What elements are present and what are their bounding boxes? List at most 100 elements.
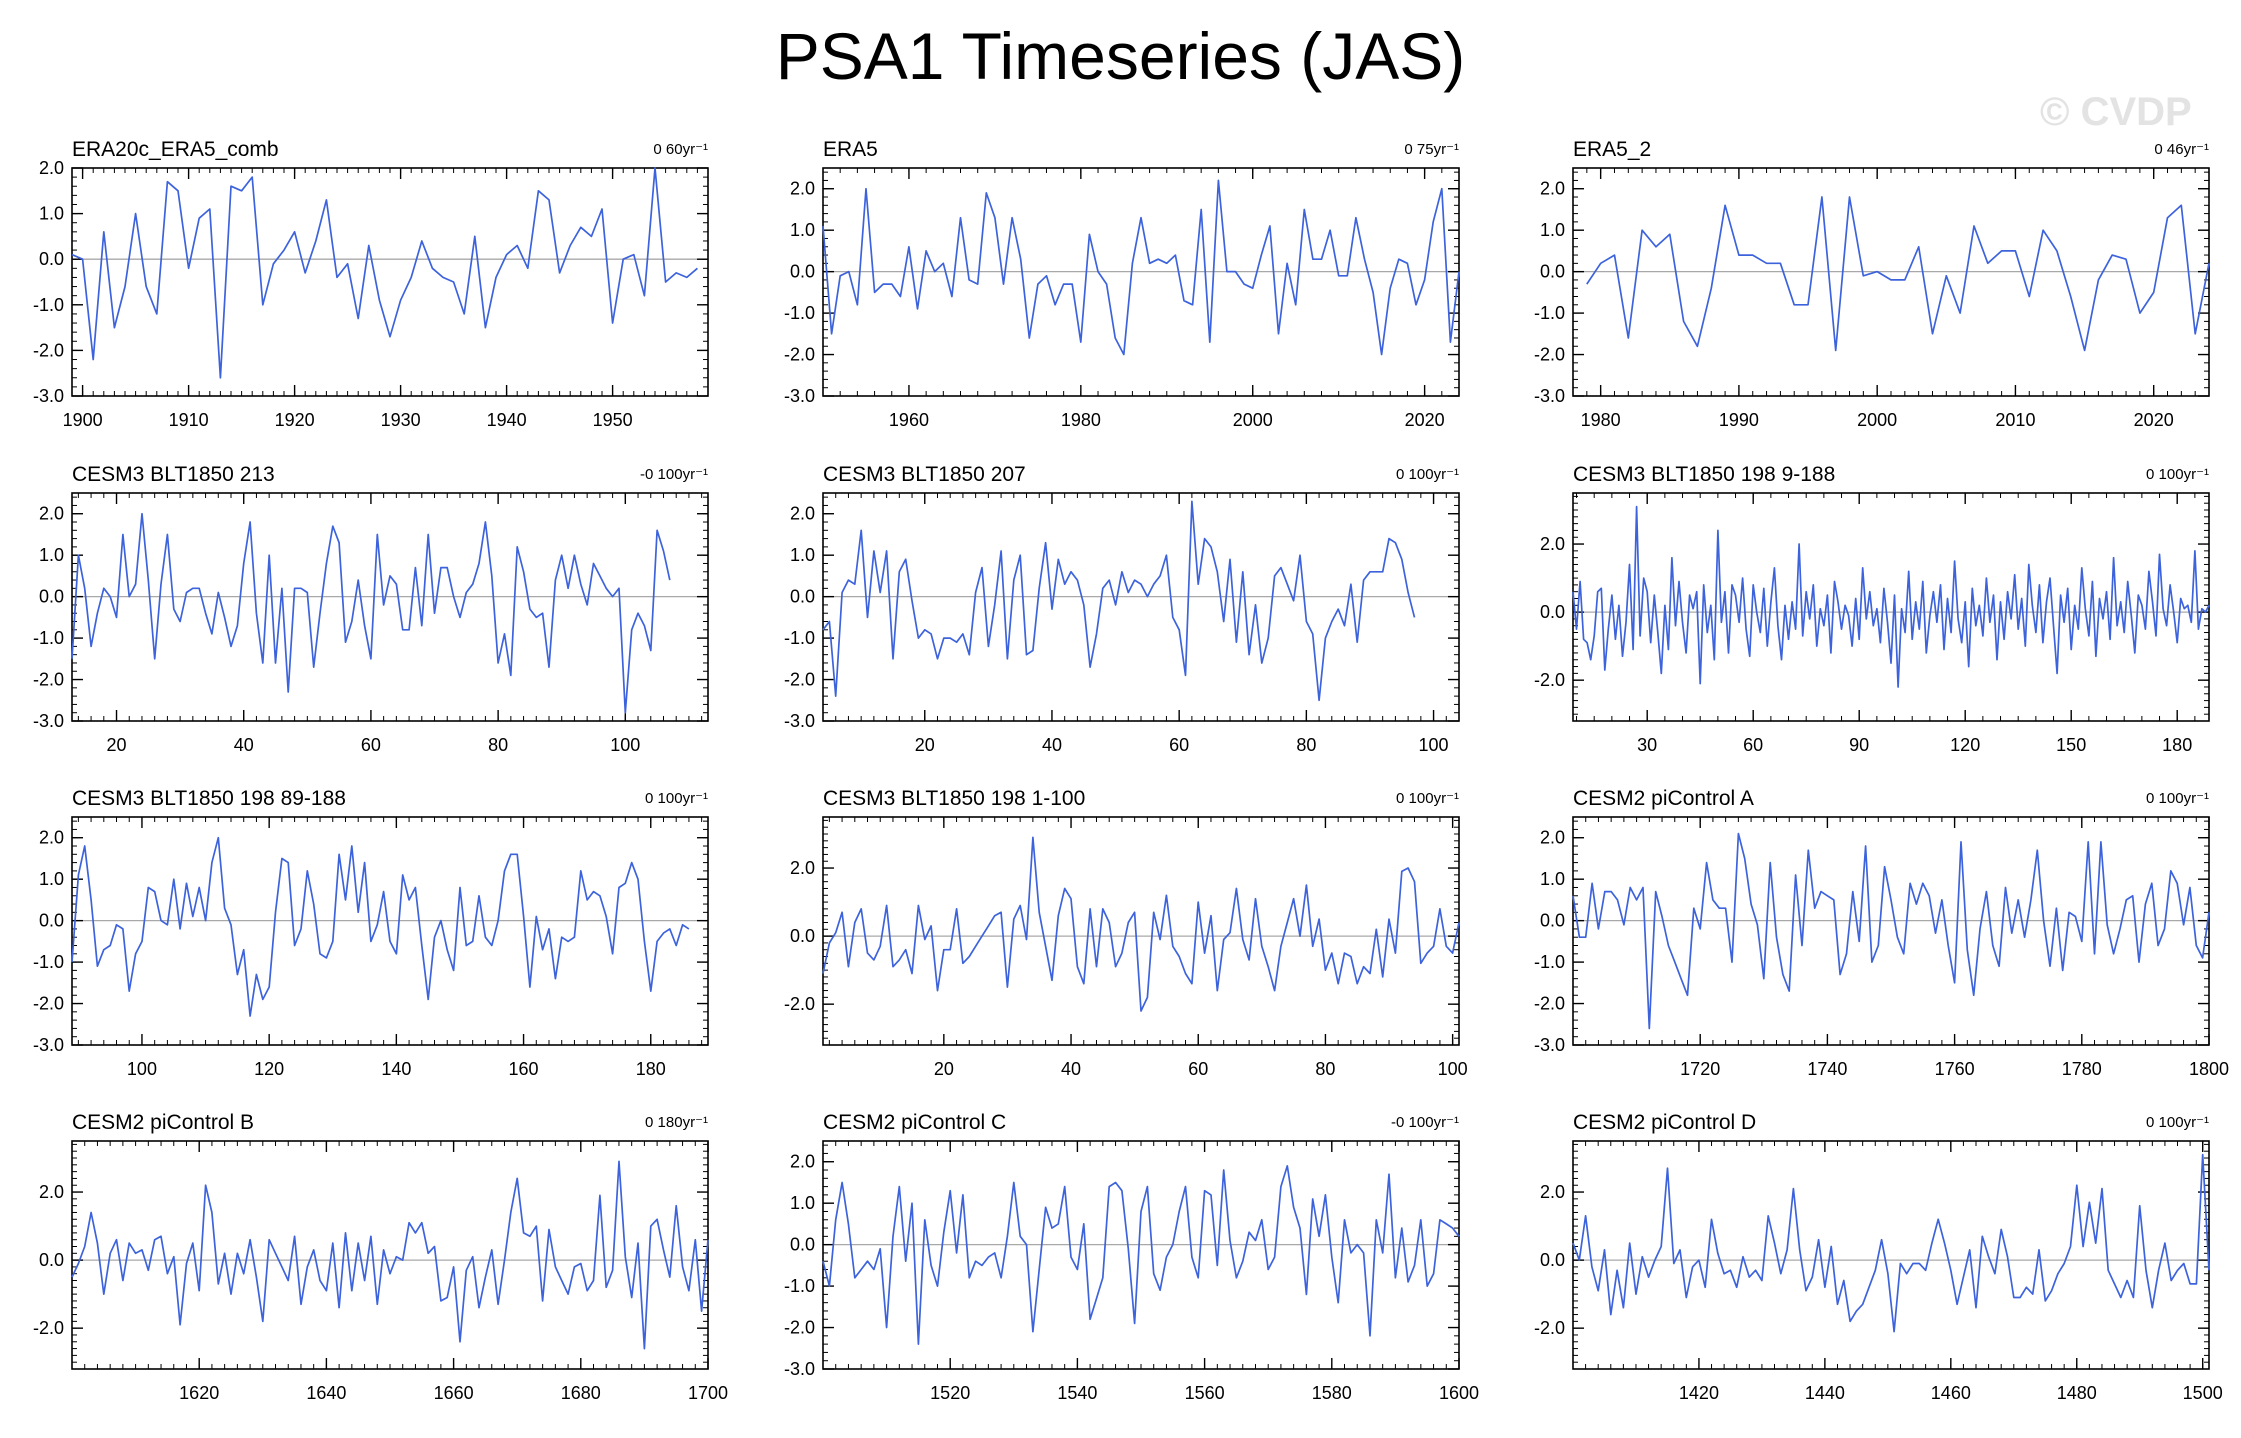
chart-panel: 1420 1440 1460 1480 1500 2.0 0.0 -2.0 CESM2 piCo… bbox=[1534, 1111, 2223, 1403]
y-tick-label: 2.0 bbox=[1540, 179, 1565, 199]
trend-label: 0 100yr⁻¹ bbox=[2146, 790, 2209, 807]
y-tick-label: -1.0 bbox=[33, 295, 64, 315]
plot-frame bbox=[71, 167, 709, 397]
series-line bbox=[822, 500, 1416, 702]
y-tick-label: 0.0 bbox=[39, 911, 64, 931]
y-tick-label: -3.0 bbox=[784, 711, 815, 731]
y-tick-label: -3.0 bbox=[33, 711, 64, 731]
trend-label: 0 100yr⁻¹ bbox=[2146, 1114, 2209, 1131]
y-tick-label: 2.0 bbox=[790, 504, 815, 524]
y-tick-label: 1.0 bbox=[1540, 869, 1565, 889]
x-tick-label: 2020 bbox=[1405, 410, 1445, 430]
panel-title: CESM3 BLT1850 207 bbox=[823, 463, 1026, 486]
trend-label: 0 60yr⁻¹ bbox=[653, 141, 708, 158]
y-tick-label: 1.0 bbox=[1540, 220, 1565, 240]
panel-title: CESM3 BLT1850 198 1-100 bbox=[823, 787, 1085, 810]
chart-panel: 20 40 60 80 100 2.0 1.0 0.0 -1.0 -2.0 -3.0 CESM3 BL… bbox=[33, 463, 709, 755]
y-tick-label: 0.0 bbox=[790, 587, 815, 607]
y-tick-label: -2.0 bbox=[1534, 1318, 1565, 1338]
series-line bbox=[822, 1165, 1460, 1345]
y-tick-label: -2.0 bbox=[33, 670, 64, 690]
series-line bbox=[1572, 832, 2210, 1030]
x-tick-label: 1980 bbox=[1581, 410, 1621, 430]
panel-title: CESM2 piControl A bbox=[1573, 787, 1754, 810]
y-tick-label: 2.0 bbox=[39, 504, 64, 524]
x-tick-label: 20 bbox=[915, 735, 935, 755]
panel-title: CESM3 BLT1850 198 89-188 bbox=[72, 787, 346, 810]
y-tick-label: 0.0 bbox=[1540, 602, 1565, 622]
panel-title: CESM2 piControl C bbox=[823, 1111, 1006, 1134]
trend-label: 0 75yr⁻¹ bbox=[1404, 141, 1459, 158]
chart-panel: 1900 1910 1920 1930 1940 1950 2.0 1.0 0.0 -1.0 -2.… bbox=[33, 138, 709, 430]
x-tick-label: 140 bbox=[381, 1059, 411, 1079]
x-tick-label: 80 bbox=[1315, 1059, 1335, 1079]
x-tick-label: 1540 bbox=[1057, 1383, 1097, 1403]
plot-frame bbox=[71, 816, 709, 1046]
trend-label: -0 100yr⁻¹ bbox=[1391, 1114, 1459, 1131]
panel-title: CESM3 BLT1850 198 9-188 bbox=[1573, 463, 1835, 486]
y-tick-label: 2.0 bbox=[39, 158, 64, 178]
x-tick-label: 60 bbox=[1169, 735, 1189, 755]
x-tick-label: 1440 bbox=[1805, 1383, 1845, 1403]
x-tick-label: 100 bbox=[1419, 735, 1449, 755]
plot-frame bbox=[1572, 167, 2210, 397]
y-tick-label: 2.0 bbox=[790, 179, 815, 199]
x-tick-label: 160 bbox=[509, 1059, 539, 1079]
series-line bbox=[1572, 1153, 2210, 1333]
series-line bbox=[71, 1160, 709, 1350]
x-tick-label: 1460 bbox=[1931, 1383, 1971, 1403]
x-tick-label: 2010 bbox=[1995, 410, 2035, 430]
y-tick-label: -1.0 bbox=[1534, 303, 1565, 323]
chart-panel: 30 60 90 120 150 180 2.0 0.0 -2.0 CESM3 BLT1850 1… bbox=[1534, 463, 2210, 755]
x-tick-label: 40 bbox=[1042, 735, 1062, 755]
y-tick-label: -2.0 bbox=[784, 1318, 815, 1338]
x-tick-label: 30 bbox=[1637, 735, 1657, 755]
chart-panel: 1620 1640 1660 1680 1700 2.0 0.0 -2.0 CESM2 piCo… bbox=[33, 1111, 728, 1403]
x-tick-label: 100 bbox=[127, 1059, 157, 1079]
y-tick-label: -2.0 bbox=[784, 994, 815, 1014]
y-tick-label: 1.0 bbox=[39, 204, 64, 224]
y-tick-label: -2.0 bbox=[1534, 670, 1565, 690]
x-tick-label: 180 bbox=[2162, 735, 2192, 755]
x-tick-label: 2000 bbox=[1233, 410, 1273, 430]
x-tick-label: 180 bbox=[636, 1059, 666, 1079]
x-tick-label: 40 bbox=[234, 735, 254, 755]
y-tick-label: 2.0 bbox=[790, 858, 815, 878]
trend-label: 0 100yr⁻¹ bbox=[2146, 466, 2209, 483]
plot-frame bbox=[71, 492, 709, 722]
y-tick-label: 1.0 bbox=[790, 545, 815, 565]
y-tick-label: 2.0 bbox=[1540, 534, 1565, 554]
x-tick-label: 1920 bbox=[275, 410, 315, 430]
x-tick-label: 1910 bbox=[169, 410, 209, 430]
x-tick-label: 1680 bbox=[561, 1383, 601, 1403]
x-tick-label: 100 bbox=[1438, 1059, 1468, 1079]
y-tick-label: 1.0 bbox=[790, 220, 815, 240]
x-tick-label: 1600 bbox=[1439, 1383, 1479, 1403]
chart-panel: 1720 1740 1760 1780 1800 2.0 1.0 0.0 -1.0 -2.0 -3.… bbox=[1534, 787, 2229, 1079]
x-tick-label: 40 bbox=[1061, 1059, 1081, 1079]
plot-frame bbox=[822, 167, 1460, 397]
y-tick-label: -1.0 bbox=[33, 628, 64, 648]
y-tick-label: 2.0 bbox=[39, 828, 64, 848]
plot-frame bbox=[1572, 816, 2210, 1046]
y-tick-label: -1.0 bbox=[784, 1276, 815, 1296]
y-tick-label: -2.0 bbox=[1534, 345, 1565, 365]
plot-frame bbox=[822, 492, 1460, 722]
x-tick-label: 1940 bbox=[487, 410, 527, 430]
x-tick-label: 1620 bbox=[179, 1383, 219, 1403]
y-tick-label: 0.0 bbox=[39, 1250, 64, 1270]
x-tick-label: 1980 bbox=[1061, 410, 1101, 430]
y-tick-label: -2.0 bbox=[784, 345, 815, 365]
y-tick-label: -3.0 bbox=[33, 1035, 64, 1055]
x-tick-label: 60 bbox=[1188, 1059, 1208, 1079]
x-tick-label: 1420 bbox=[1679, 1383, 1719, 1403]
y-tick-label: -3.0 bbox=[784, 386, 815, 406]
page-title: PSA1 Timeseries (JAS) bbox=[775, 19, 1466, 93]
y-tick-label: -2.0 bbox=[33, 340, 64, 360]
y-tick-label: 0.0 bbox=[39, 249, 64, 269]
x-tick-label: 2020 bbox=[2134, 410, 2174, 430]
y-tick-label: 1.0 bbox=[790, 1193, 815, 1213]
x-tick-label: 20 bbox=[107, 735, 127, 755]
y-tick-label: -1.0 bbox=[1534, 952, 1565, 972]
y-tick-label: 2.0 bbox=[39, 1182, 64, 1202]
